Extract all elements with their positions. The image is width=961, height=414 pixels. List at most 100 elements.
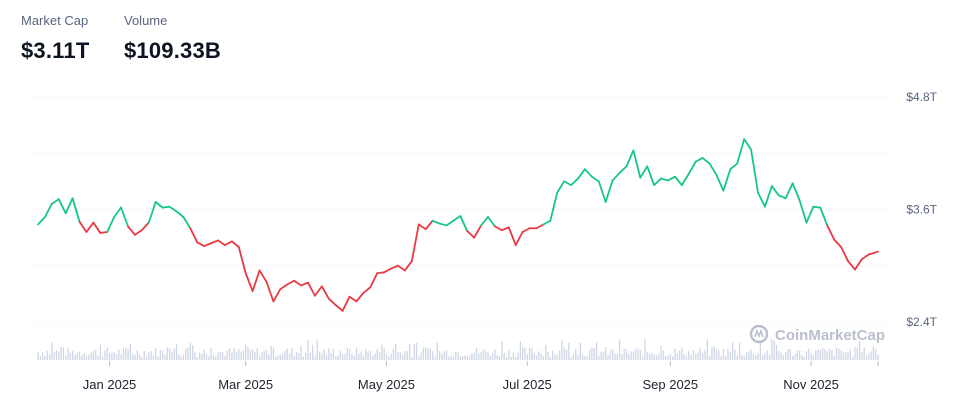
price-segment[interactable]: [784, 182, 794, 200]
price-segment[interactable]: [764, 185, 773, 208]
price-segment[interactable]: [300, 281, 309, 287]
price-segment[interactable]: [694, 157, 704, 163]
price-segment[interactable]: [577, 168, 586, 180]
price-segment[interactable]: [64, 197, 74, 215]
price-segment[interactable]: [812, 205, 822, 209]
price-segment[interactable]: [535, 223, 545, 230]
price-segment[interactable]: [57, 198, 67, 215]
price-segment[interactable]: [362, 286, 372, 294]
price-segment[interactable]: [507, 226, 517, 247]
price-segment[interactable]: [867, 250, 879, 256]
price-segment[interactable]: [500, 226, 510, 232]
price-segment[interactable]: [175, 210, 185, 218]
price-segment[interactable]: [854, 258, 863, 271]
price-segment[interactable]: [341, 295, 351, 312]
price-segment[interactable]: [639, 165, 649, 179]
price-segment[interactable]: [514, 231, 524, 247]
price-segment[interactable]: [438, 222, 448, 227]
price-segment[interactable]: [604, 179, 614, 203]
price-segment[interactable]: [307, 281, 316, 297]
price-segment[interactable]: [168, 205, 178, 213]
price-segment[interactable]: [99, 231, 109, 234]
price-segment[interactable]: [597, 180, 607, 203]
price-segment[interactable]: [279, 283, 289, 291]
price-segment[interactable]: [272, 288, 282, 303]
price-segment[interactable]: [860, 253, 870, 261]
price-segment[interactable]: [625, 149, 635, 168]
price-segment[interactable]: [251, 269, 261, 292]
price-segment[interactable]: [113, 206, 122, 218]
price-segment[interactable]: [431, 219, 441, 225]
price-segment[interactable]: [182, 216, 192, 230]
price-segment[interactable]: [494, 225, 503, 232]
price-segment[interactable]: [750, 148, 759, 194]
price-segment[interactable]: [445, 219, 455, 227]
price-segment[interactable]: [736, 138, 746, 165]
price-segment[interactable]: [632, 149, 642, 179]
price-segment[interactable]: [722, 168, 732, 192]
price-segment[interactable]: [92, 221, 102, 234]
price-segment[interactable]: [334, 304, 344, 312]
price-segment[interactable]: [265, 280, 275, 303]
price-segment[interactable]: [397, 264, 406, 272]
price-segment[interactable]: [757, 191, 766, 208]
price-segment[interactable]: [770, 185, 780, 197]
price-segment[interactable]: [791, 182, 801, 202]
price-segment[interactable]: [473, 224, 482, 239]
price-segment[interactable]: [549, 191, 559, 222]
price-segment[interactable]: [327, 297, 337, 307]
price-segment[interactable]: [348, 295, 358, 303]
price-segment[interactable]: [50, 198, 60, 205]
price-segment[interactable]: [777, 194, 787, 200]
price-segment[interactable]: [37, 216, 46, 226]
price-segment[interactable]: [798, 199, 808, 224]
price-segment[interactable]: [687, 160, 697, 175]
price-segment[interactable]: [286, 279, 296, 286]
price-segment[interactable]: [85, 221, 95, 233]
price-segment[interactable]: [743, 138, 752, 151]
price-segment[interactable]: [355, 292, 365, 303]
price-segment[interactable]: [459, 215, 469, 232]
price-segment[interactable]: [410, 223, 420, 262]
price-segment[interactable]: [189, 227, 199, 244]
price-segment[interactable]: [106, 216, 116, 233]
price-segment[interactable]: [805, 205, 815, 224]
price-segment[interactable]: [563, 180, 572, 187]
price-line[interactable]: [37, 138, 879, 312]
price-segment[interactable]: [674, 175, 683, 187]
price-segment[interactable]: [819, 206, 829, 227]
price-segment[interactable]: [127, 225, 136, 236]
price-segment[interactable]: [480, 216, 489, 227]
price-segment[interactable]: [120, 206, 129, 228]
price-segment[interactable]: [715, 173, 725, 192]
price-segment[interactable]: [203, 242, 212, 247]
price-segment[interactable]: [320, 285, 330, 300]
price-segment[interactable]: [140, 221, 150, 232]
price-segment[interactable]: [701, 157, 711, 165]
price-segment[interactable]: [590, 175, 600, 183]
price-segment[interactable]: [584, 168, 593, 178]
price-segment[interactable]: [653, 177, 662, 187]
price-segment[interactable]: [237, 246, 247, 275]
price-segment[interactable]: [404, 260, 413, 272]
price-segment[interactable]: [847, 260, 856, 271]
price-segment[interactable]: [840, 246, 849, 262]
price-segment[interactable]: [293, 279, 302, 287]
price-segment[interactable]: [161, 205, 171, 209]
price-segment[interactable]: [376, 271, 386, 275]
price-segment[interactable]: [680, 172, 690, 187]
price-segment[interactable]: [424, 219, 434, 231]
price-segment[interactable]: [78, 220, 88, 233]
price-segment[interactable]: [314, 285, 323, 297]
price-segment[interactable]: [826, 224, 836, 241]
price-segment[interactable]: [542, 219, 552, 226]
price-segment[interactable]: [708, 162, 718, 176]
price-segment[interactable]: [224, 240, 233, 247]
price-segment[interactable]: [466, 230, 476, 239]
price-segment[interactable]: [556, 180, 566, 194]
price-segment[interactable]: [521, 227, 531, 233]
price-segment[interactable]: [452, 215, 462, 222]
price-segment[interactable]: [660, 177, 669, 182]
price-segment[interactable]: [196, 241, 206, 247]
